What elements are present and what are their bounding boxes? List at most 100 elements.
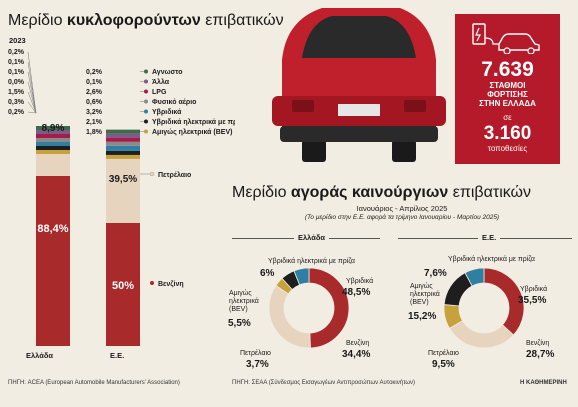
bar-label-gr-4: 1,5% [8, 89, 25, 96]
eu-phev-label: Υβριδικά ηλεκτρικά με πρίζα [448, 256, 535, 263]
bar-label-eu-diesel: 39,5% [109, 174, 137, 185]
legend-label-4: Υβριδικά [152, 109, 182, 116]
bar-label-gr-5: 0,0% [8, 79, 25, 86]
credit: Η ΚΑΘΗΜΕΡΙΝΗ [520, 380, 567, 386]
eu-bev-label: Αμιγώς ηλεκτρικά (BEV) [410, 283, 440, 306]
bar-seg-0-6 [36, 134, 70, 138]
gr-bev-value: 5,5% [228, 318, 251, 329]
bar-label-eu-benzine: 50% [112, 280, 134, 292]
leader-gr-4 [27, 91, 37, 114]
donutGr-slice-0 [308, 267, 350, 349]
period-note: (Το μερίδιο στην Ε.Ε. αφορά τα τρίμηνο Ι… [304, 214, 500, 221]
locations-unit: τοποθεσίες [487, 144, 528, 153]
legend-dot-6 [144, 89, 148, 94]
bar-seg-1-6 [106, 137, 140, 142]
bar-label-gr-7: 0,1% [8, 59, 25, 66]
legend-label-8: Αγνωστο [152, 69, 183, 76]
legend-dot-4 [144, 109, 148, 114]
gr-hyb-label: Υβριδικά [346, 278, 374, 285]
stations-count: 7.639 [481, 58, 534, 81]
right-title: Μερίδιο αγοράς καινούργιων επιβατικών [232, 184, 532, 201]
gr-phev-label: Υβριδικά ηλεκτρικά με πρίζα [268, 258, 355, 265]
legend-label-2: Αμιγώς ηλεκτρικά (BEV) [152, 128, 232, 136]
legend-dot-5 [144, 99, 148, 104]
bar-label-eu-5: 0,6% [86, 99, 103, 106]
leader-gr-8 [27, 51, 37, 114]
bar-seg-0-1 [36, 154, 70, 176]
period-label: Ιανουάριος - Απρίλιος 2025 [356, 204, 448, 213]
stations-line1: ΣΤΑΘΜΟΙ [489, 81, 526, 90]
stations-line2: ΦΟΡΤΙΣΗΣ [487, 90, 528, 99]
leader-gr-2 [27, 111, 37, 114]
gr-pet-label: Πετρέλαιο [240, 350, 271, 357]
legend-dot-7 [144, 79, 148, 84]
category-label-eu: Ε.Ε. [110, 351, 125, 360]
bar-label-eu-6: 2,6% [86, 89, 103, 96]
leader-gr-7 [27, 61, 37, 114]
donutGr-slice-4 [293, 267, 310, 286]
gr-ben-label: Βενζίνη [346, 340, 370, 347]
bar-seg-0-7 [36, 130, 70, 134]
bar-label-eu-3: 2,1% [86, 119, 103, 126]
legend-label-6: LPG [152, 89, 167, 96]
bar-seg-0-2 [36, 150, 70, 154]
bar-seg-0-4 [36, 142, 70, 146]
bar-label-eu-4: 3,2% [86, 109, 103, 116]
bar-seg-1-2 [106, 154, 140, 159]
source-left: ΠΗΓΗ: ACEA (European Automobile Manufact… [8, 380, 180, 386]
legend-label-benzine: Βενζίνη [158, 281, 184, 288]
bar-seg-1-7 [106, 133, 140, 138]
legend-label-5: Φυσικό αέριο [152, 99, 196, 106]
bar-label-eu-8: 0,2% [86, 69, 103, 76]
gr-phev-value: 6% [260, 268, 275, 279]
charging-car-icon [472, 23, 540, 55]
eu-pet-value: 9,5% [432, 359, 455, 370]
bar-label-gr-3: 0,3% [8, 99, 25, 106]
bar-label-gr-2: 0,2% [8, 109, 25, 116]
bar-label-gr-benzine: 88,4% [37, 223, 68, 235]
legend-dot-8 [144, 69, 148, 74]
gr-pet-value: 3,7% [246, 359, 269, 370]
car-illustration [272, 8, 446, 162]
bar-seg-1-1 [106, 158, 140, 223]
year-label: 2023 [9, 36, 26, 45]
legend-label-diesel: Πετρέλαιο [158, 171, 191, 179]
donut-title-eu: Ε.Ε. [478, 233, 501, 242]
eu-ben-label: Βενζίνη [526, 340, 550, 347]
legend-label-7: Άλλα [152, 78, 170, 86]
leader-gr-6 [27, 71, 37, 114]
leader-gr-3 [27, 101, 37, 114]
bar-seg-1-5 [106, 141, 140, 146]
donutEu-slice-4 [464, 267, 485, 287]
eu-hyb-value: 35,5% [518, 295, 547, 306]
legend-dot-3 [144, 119, 148, 124]
stacked-bar-chart: 88,4% 8,9% 50% 39,5% 0,2% 0,1% 0,1% 0,0% 1,5% 0,3… [8, 49, 235, 346]
leader-gr-5 [27, 81, 37, 114]
bar-seg-1-8 [106, 129, 140, 134]
left-title: Μερίδιο κυκλοφορούντων επιβατικών [8, 12, 284, 29]
stations-connector: σε [503, 113, 512, 122]
legend-dot-2 [144, 129, 148, 134]
stations-line3: ΣΤΗΝ ΕΛΛΑΔΑ [479, 99, 536, 108]
donut-chart-eu [443, 267, 525, 349]
bar-label-eu-2: 1,8% [86, 129, 103, 136]
eu-phev-value: 7,6% [424, 268, 447, 279]
donut-title-greece: Ελλάδα [294, 233, 330, 242]
bar-seg-1-3 [106, 150, 140, 155]
bar-label-eu-7: 0,1% [86, 79, 103, 86]
bar-label-gr-diesel: 8,9% [42, 123, 65, 134]
donutGr-slice-1 [268, 284, 311, 349]
legend-dot-diesel [149, 171, 155, 177]
bar-seg-1-0 [106, 222, 140, 346]
donut-chart-greece [268, 267, 350, 349]
eu-hyb-label: Υβριδικά [520, 286, 548, 293]
bar-seg-0-8 [36, 126, 70, 130]
gr-ben-value: 34,4% [342, 349, 371, 360]
gr-hyb-value: 48,5% [342, 287, 371, 298]
bar-seg-0-0 [36, 176, 70, 346]
locations-count: 3.160 [483, 123, 532, 144]
bar-label-gr-8: 0,2% [8, 49, 25, 56]
eu-ben-value: 28,7% [526, 349, 555, 360]
legend-label-3: Υβριδικά ηλεκτρικά με πρίζα [152, 118, 235, 126]
legend-dot-benzine [150, 281, 154, 285]
